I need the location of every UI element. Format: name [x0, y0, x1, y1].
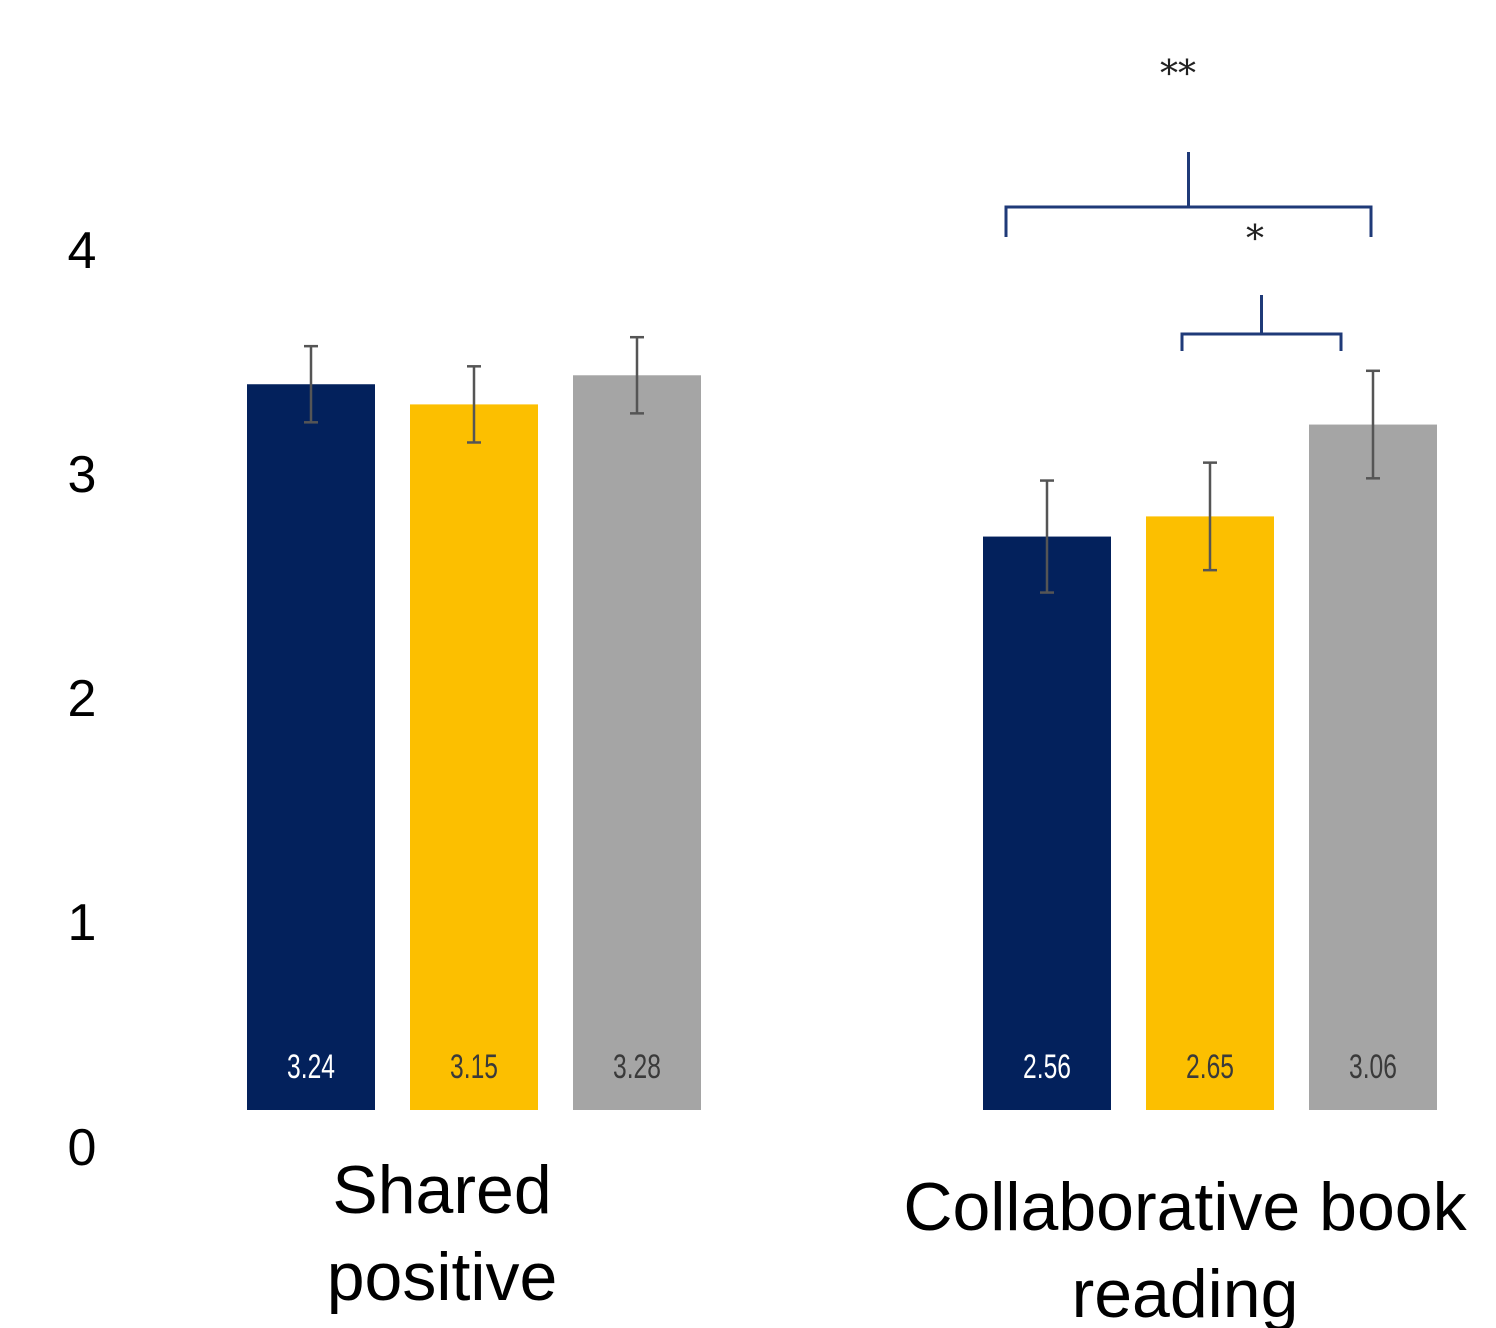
y-tick-label: 0 [68, 1119, 97, 1177]
data-label: 3.06 [1349, 1048, 1397, 1086]
y-tick-label: 3 [68, 446, 97, 504]
significance-label: ** [1160, 54, 1196, 95]
category-label: positive [327, 1239, 558, 1315]
y-tick-label: 4 [68, 222, 97, 280]
y-tick-label: 1 [68, 894, 97, 952]
category-label: Collaborative book [903, 1169, 1467, 1245]
significance-bracket [1180, 332, 1343, 351]
significance-bracket [1004, 205, 1373, 237]
data-label: 3.15 [450, 1048, 498, 1086]
bar [1309, 424, 1437, 1110]
bar [247, 384, 375, 1110]
data-label: 3.24 [287, 1048, 335, 1086]
data-label: 2.65 [1186, 1048, 1234, 1086]
bar [1146, 516, 1274, 1110]
bar [410, 404, 538, 1110]
bar [983, 536, 1111, 1110]
bar [573, 375, 701, 1110]
data-label: 2.56 [1023, 1048, 1071, 1086]
category-label: Shared [332, 1152, 551, 1228]
y-tick-label: 2 [68, 670, 97, 728]
significance-label: * [1246, 219, 1264, 260]
category-label: reading [1072, 1256, 1299, 1328]
data-label: 3.28 [613, 1048, 661, 1086]
